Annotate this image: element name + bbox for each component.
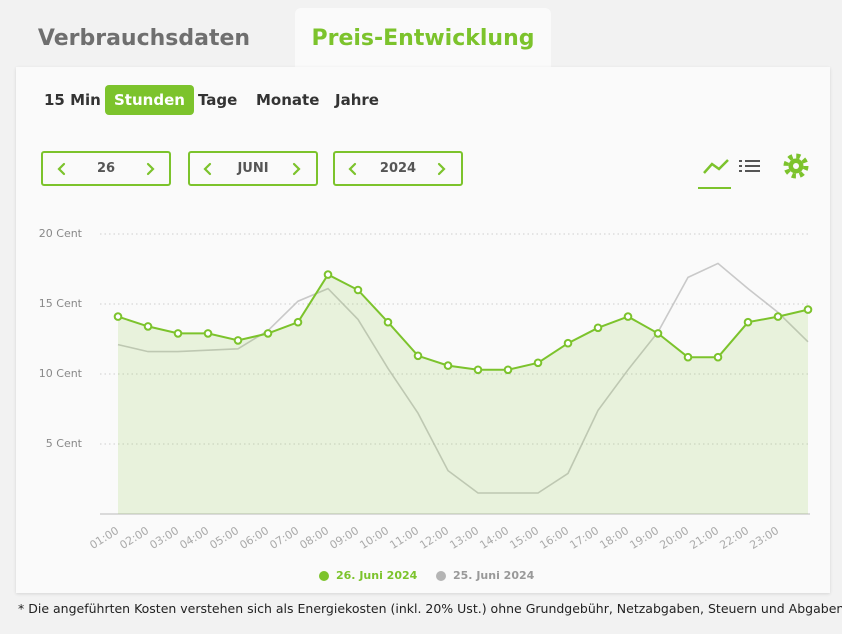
tab[interactable]: Verbrauchsdaten bbox=[37, 25, 251, 51]
tab[interactable]: Preis-Entwicklung bbox=[295, 8, 551, 68]
month-selector[interactable]: JUNI bbox=[188, 151, 318, 186]
year-selector[interactable]: 2024 bbox=[333, 151, 463, 186]
card bbox=[16, 67, 830, 593]
period-button[interactable]: Monate bbox=[256, 91, 320, 109]
period-button[interactable]: Jahre bbox=[335, 91, 379, 109]
period-button[interactable]: Tage bbox=[198, 91, 238, 109]
period-button[interactable]: 15 Min bbox=[44, 91, 101, 109]
period-button[interactable]: Stunden bbox=[105, 85, 194, 115]
footnote: * Die angeführten Kosten verstehen sich … bbox=[18, 601, 842, 616]
day-selector[interactable]: 26 bbox=[41, 151, 171, 186]
